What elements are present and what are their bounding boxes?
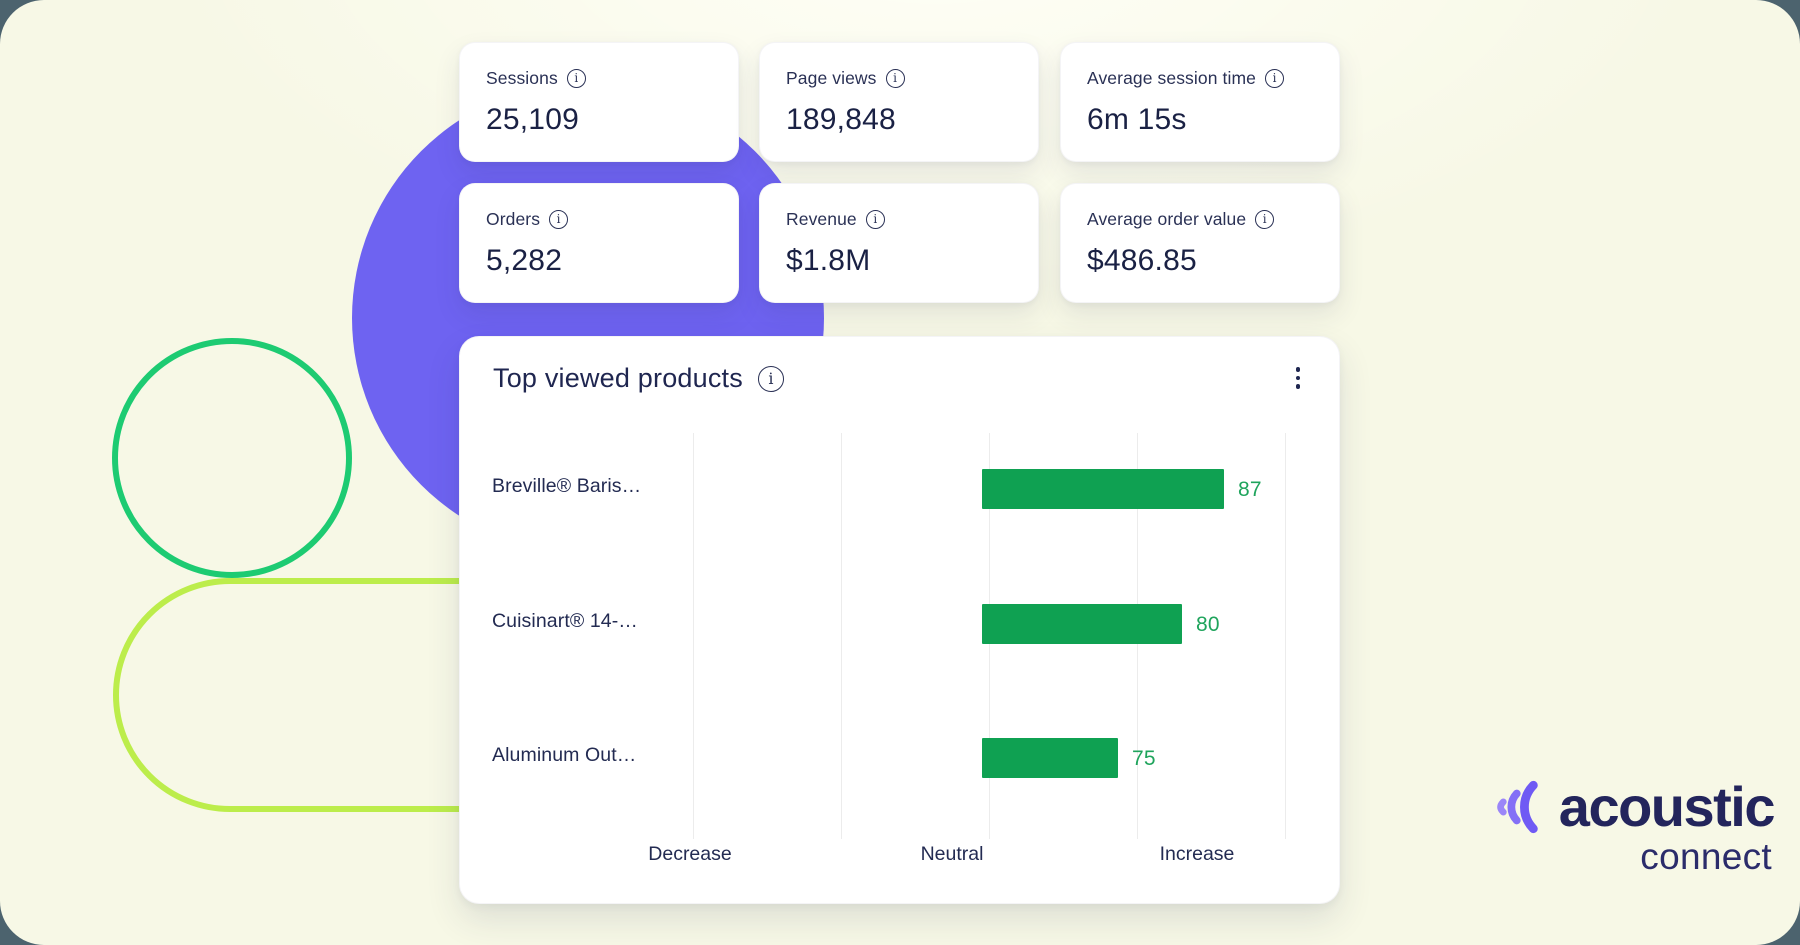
- stat-card-average-order-value: Average order value i $486.85: [1060, 183, 1340, 303]
- gridline: [693, 433, 694, 839]
- bar[interactable]: [982, 469, 1224, 509]
- x-axis-label-decrease: Decrease: [648, 843, 732, 865]
- logo-brand-text: acoustic: [1558, 775, 1776, 838]
- stat-value: $1.8M: [786, 244, 871, 277]
- stat-card-orders: Orders i 5,282: [459, 183, 739, 303]
- stat-label: Revenue: [786, 208, 857, 229]
- x-axis-label-neutral: Neutral: [920, 843, 984, 865]
- stat-value: 189,848: [786, 103, 896, 136]
- stat-value: $486.85: [1087, 244, 1197, 277]
- category-label: Breville® Baris…: [492, 475, 642, 497]
- bar-value: 87: [1238, 478, 1262, 501]
- top-viewed-products-card: Top viewed products i Breville® Baris… 8…: [459, 336, 1340, 904]
- sound-waves-icon: [1497, 780, 1538, 834]
- stat-label: Average session time: [1087, 67, 1256, 88]
- chart-title: Top viewed products: [493, 363, 743, 393]
- stat-label: Sessions: [486, 67, 558, 88]
- logo-product-text: connect: [1640, 836, 1772, 877]
- stat-label: Average order value: [1087, 208, 1247, 229]
- stat-label: Orders: [486, 208, 541, 229]
- info-icon[interactable]: i: [549, 209, 569, 229]
- stat-card-page-views: Page views i 189,848: [759, 42, 1039, 162]
- info-icon[interactable]: i: [757, 365, 784, 392]
- stat-card-revenue: Revenue i $1.8M: [759, 183, 1039, 303]
- stat-label: Page views: [786, 67, 877, 88]
- green-circle-outline-decoration: [112, 338, 352, 578]
- info-icon[interactable]: i: [1265, 68, 1284, 88]
- acoustic-connect-logo: acoustic connect: [1438, 775, 1776, 877]
- stat-value: 5,282: [486, 244, 563, 277]
- info-icon[interactable]: i: [1255, 209, 1275, 229]
- gridline: [841, 433, 842, 839]
- bar-value: 80: [1196, 613, 1220, 636]
- stat-card-average-session-time: Average session time i 6m 15s: [1060, 42, 1340, 162]
- category-label: Aluminum Out…: [492, 744, 637, 766]
- info-icon[interactable]: i: [566, 68, 586, 88]
- gridline: [1285, 433, 1286, 839]
- info-icon[interactable]: i: [885, 68, 905, 88]
- kebab-menu-icon[interactable]: [1286, 363, 1310, 393]
- category-label: Cuisinart® 14-…: [492, 610, 638, 632]
- stat-value: 25,109: [486, 103, 579, 136]
- x-axis-label-increase: Increase: [1159, 843, 1235, 865]
- bar-value: 75: [1132, 747, 1156, 770]
- bar[interactable]: [982, 738, 1118, 778]
- info-icon[interactable]: i: [865, 209, 885, 229]
- stat-value: 6m 15s: [1087, 103, 1187, 136]
- stat-card-sessions: Sessions i 25,109: [459, 42, 739, 162]
- bar[interactable]: [982, 604, 1182, 644]
